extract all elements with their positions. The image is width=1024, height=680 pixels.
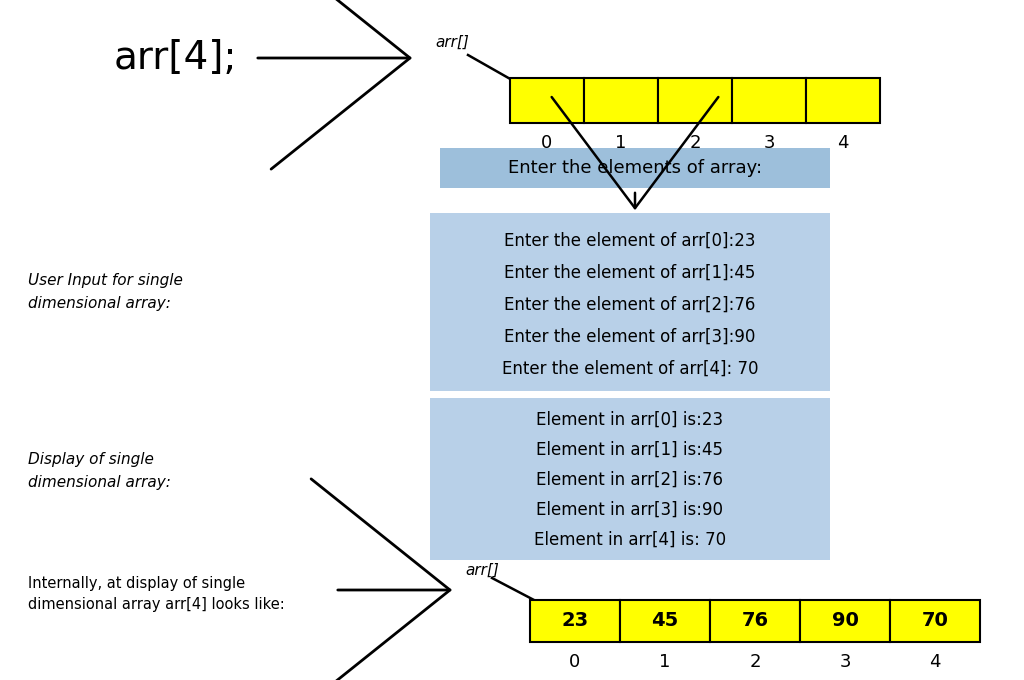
FancyBboxPatch shape bbox=[440, 148, 830, 188]
FancyBboxPatch shape bbox=[530, 600, 620, 642]
Text: Element in arr[2] is:76: Element in arr[2] is:76 bbox=[537, 471, 724, 489]
Text: Element in arr[0] is:23: Element in arr[0] is:23 bbox=[537, 411, 724, 429]
Text: arr[4];: arr[4]; bbox=[114, 39, 237, 77]
FancyBboxPatch shape bbox=[430, 213, 830, 391]
Text: 4: 4 bbox=[929, 653, 941, 671]
Text: 2: 2 bbox=[689, 134, 700, 152]
Text: arr[]: arr[] bbox=[435, 35, 469, 50]
Text: Element in arr[1] is:45: Element in arr[1] is:45 bbox=[537, 441, 724, 459]
Text: User Input for single
dimensional array:: User Input for single dimensional array: bbox=[28, 273, 183, 311]
FancyBboxPatch shape bbox=[800, 600, 890, 642]
FancyBboxPatch shape bbox=[732, 78, 806, 123]
Text: 23: 23 bbox=[561, 611, 589, 630]
Text: Enter the element of arr[4]: 70: Enter the element of arr[4]: 70 bbox=[502, 360, 758, 378]
Text: Enter the element of arr[0]:23: Enter the element of arr[0]:23 bbox=[504, 232, 756, 250]
Text: 45: 45 bbox=[651, 611, 679, 630]
Text: 3: 3 bbox=[840, 653, 851, 671]
FancyBboxPatch shape bbox=[710, 600, 800, 642]
FancyBboxPatch shape bbox=[584, 78, 658, 123]
Text: 0: 0 bbox=[569, 653, 581, 671]
Text: Enter the elements of array:: Enter the elements of array: bbox=[508, 159, 762, 177]
FancyBboxPatch shape bbox=[510, 78, 584, 123]
FancyBboxPatch shape bbox=[658, 78, 732, 123]
Text: Enter the element of arr[3]:90: Enter the element of arr[3]:90 bbox=[504, 328, 756, 346]
Text: 1: 1 bbox=[615, 134, 627, 152]
Text: Element in arr[3] is:90: Element in arr[3] is:90 bbox=[537, 501, 724, 519]
Text: 76: 76 bbox=[741, 611, 769, 630]
Text: Enter the element of arr[1]:45: Enter the element of arr[1]:45 bbox=[504, 264, 756, 282]
FancyBboxPatch shape bbox=[430, 398, 830, 560]
FancyBboxPatch shape bbox=[620, 600, 710, 642]
Text: 1: 1 bbox=[659, 653, 671, 671]
FancyBboxPatch shape bbox=[890, 600, 980, 642]
Text: Element in arr[4] is: 70: Element in arr[4] is: 70 bbox=[534, 531, 726, 549]
Text: 2: 2 bbox=[750, 653, 761, 671]
Text: Enter the element of arr[2]:76: Enter the element of arr[2]:76 bbox=[504, 296, 756, 314]
Text: Internally, at display of single
dimensional array arr[4] looks like:: Internally, at display of single dimensi… bbox=[28, 576, 285, 612]
Text: 90: 90 bbox=[831, 611, 858, 630]
FancyBboxPatch shape bbox=[806, 78, 880, 123]
Text: 3: 3 bbox=[763, 134, 775, 152]
Text: arr[]: arr[] bbox=[465, 562, 499, 577]
Text: 70: 70 bbox=[922, 611, 948, 630]
Text: Display of single
dimensional array:: Display of single dimensional array: bbox=[28, 452, 171, 490]
Text: 0: 0 bbox=[542, 134, 553, 152]
Text: 4: 4 bbox=[838, 134, 849, 152]
